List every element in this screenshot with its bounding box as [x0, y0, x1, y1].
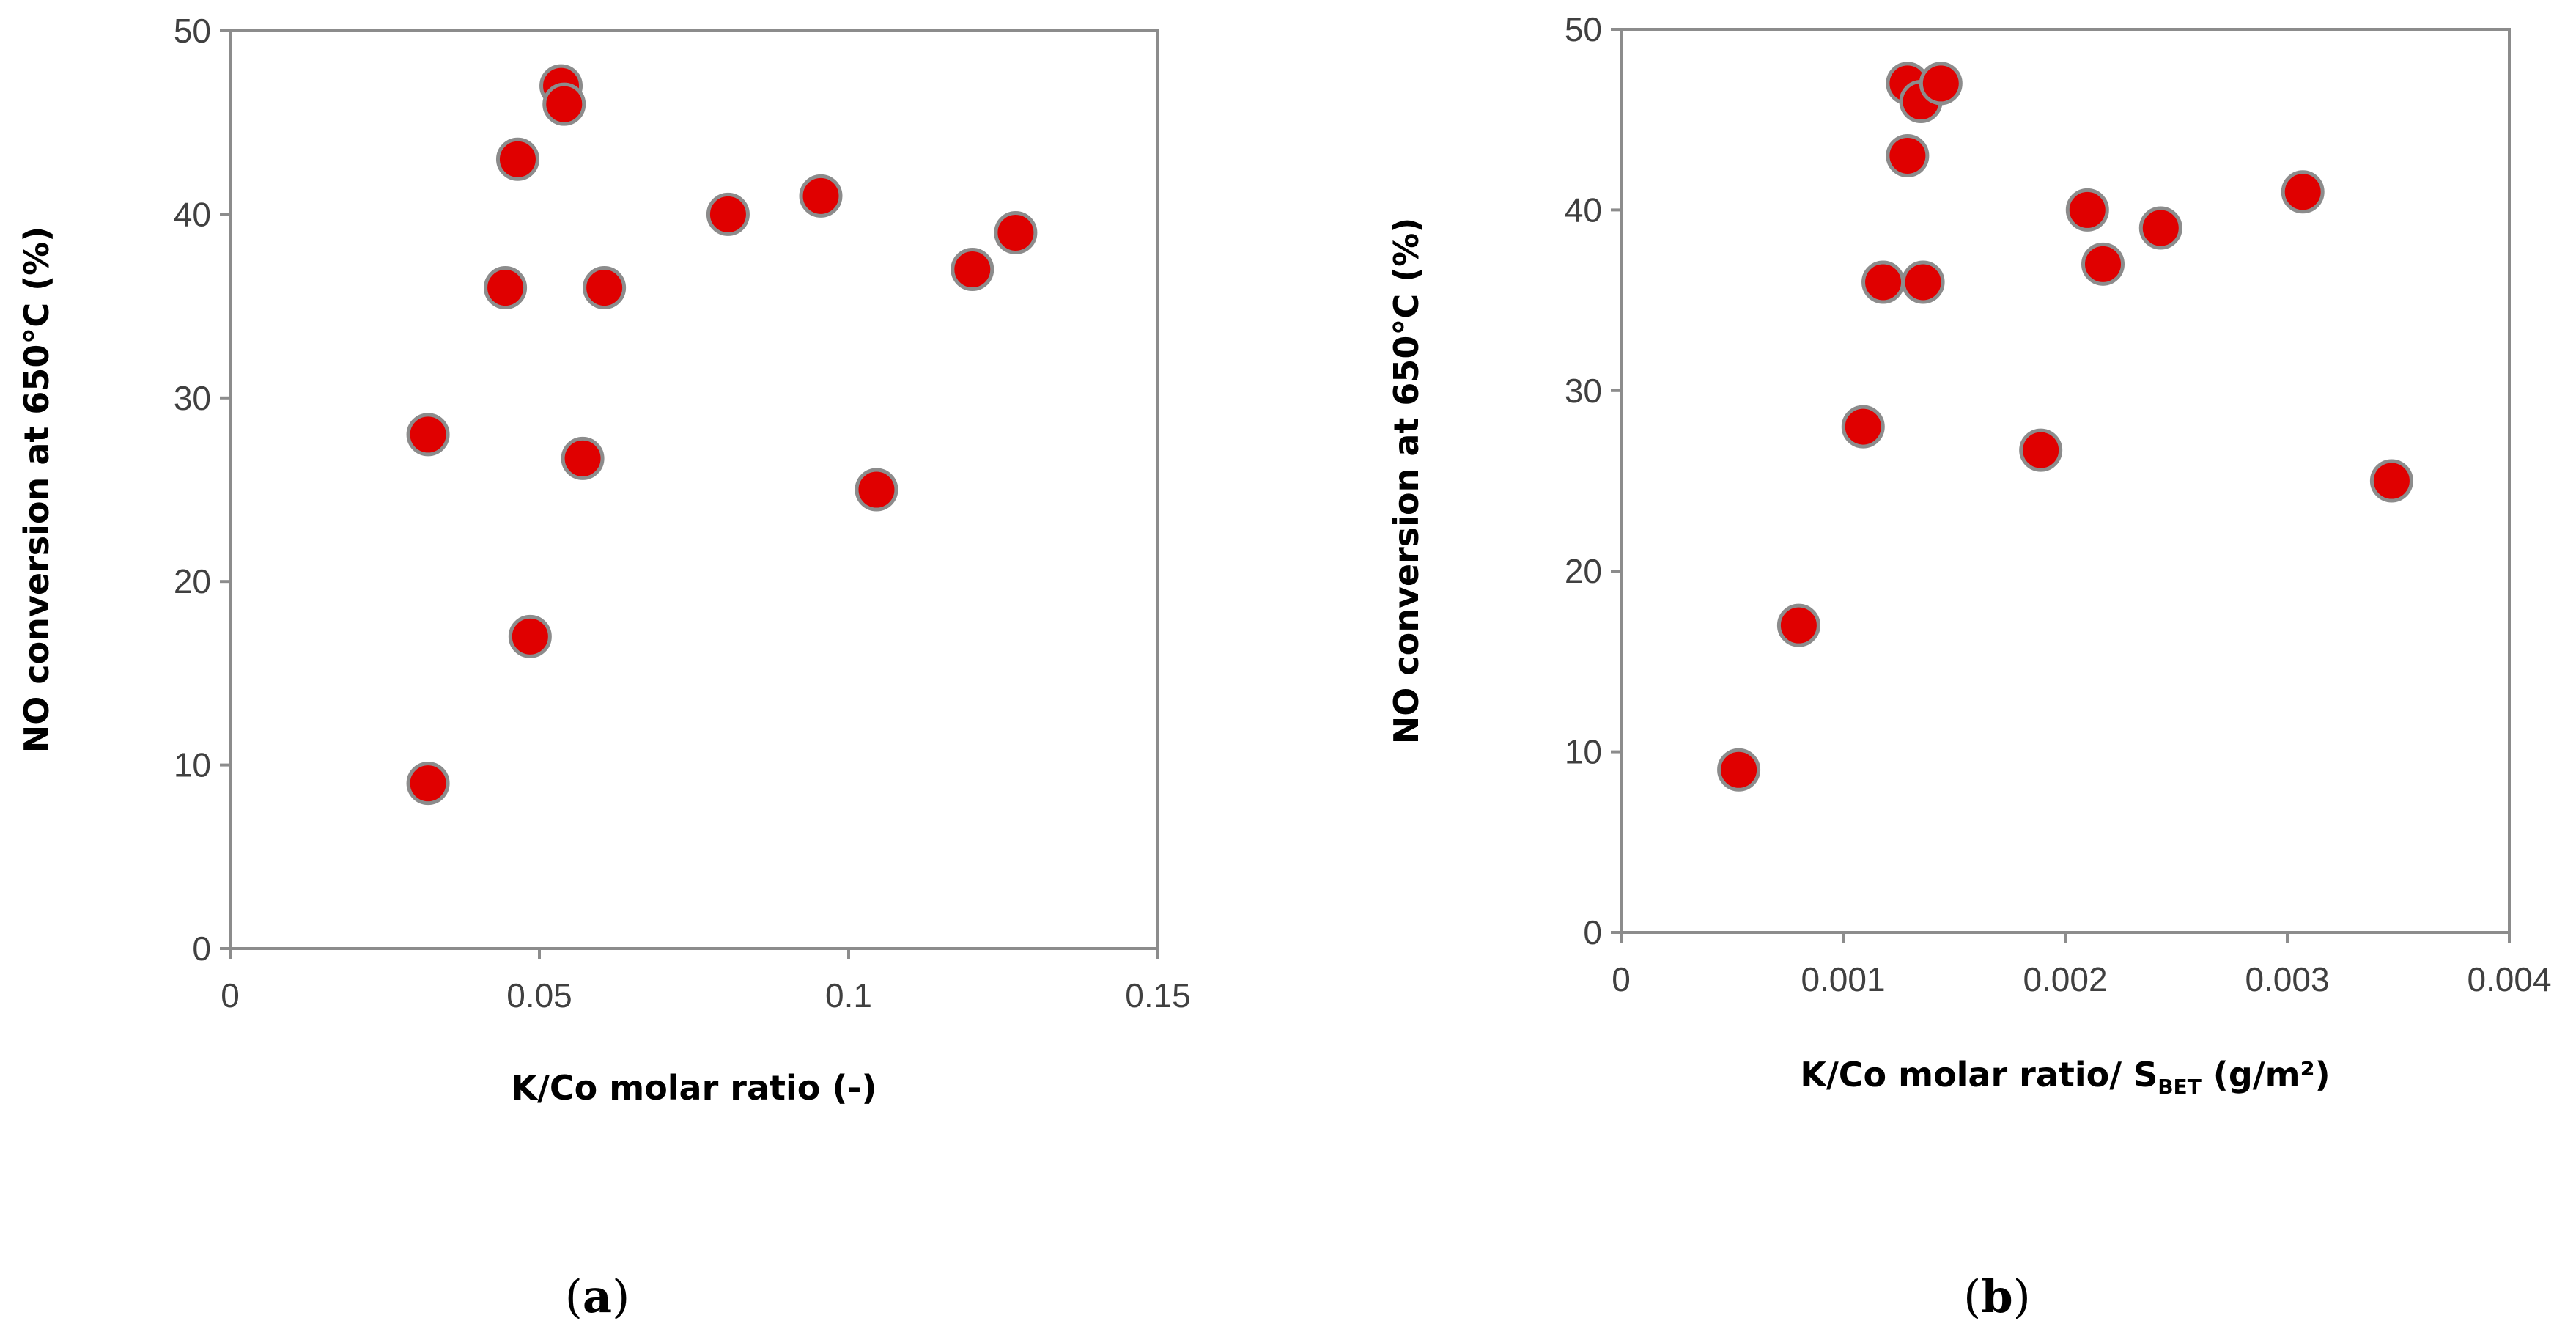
chart-b-y-tick-label: 40: [1565, 191, 1602, 229]
chart-b-data-point: [1841, 405, 1885, 449]
chart-b-data-point: [2369, 459, 2413, 503]
chart-a-data-point: [951, 248, 994, 292]
chart-a-y-tick-label: 0: [192, 929, 211, 968]
chart-b-y-tick-label: 50: [1565, 10, 1602, 48]
chart-b-caption-letter: b: [1981, 1270, 2012, 1323]
chart-a-y-tick-label: 50: [174, 12, 211, 50]
chart-a-data-point: [484, 266, 528, 310]
chart-a-data-point: [561, 436, 605, 480]
chart-b-x-tick-label: 0.004: [2467, 960, 2551, 998]
chart-a-data-point: [706, 192, 750, 236]
chart-b-x-tick-label: 0.003: [2245, 960, 2329, 998]
chart-a-y-tick-label: 20: [174, 562, 211, 600]
chart-b-y-tick-label: 10: [1565, 733, 1602, 771]
chart-a-y-tick-label: 40: [174, 195, 211, 233]
chart-b-y-axis-title: NO conversion at 650°C (%): [1387, 218, 1426, 745]
chart-b-data-point: [1901, 260, 1945, 304]
chart-a-x-axis-title: K/Co molar ratio (-): [511, 1068, 876, 1108]
chart-b-y-tick-label: 20: [1565, 552, 1602, 590]
chart-a-x-tick-label: 0: [221, 976, 240, 1015]
chart-b-x-axis-title-subscript: BET: [2158, 1075, 2202, 1099]
chart-a-caption: (a): [565, 1270, 630, 1323]
chart-a-y-tick-label: 30: [174, 379, 211, 417]
chart-a-data-point: [406, 413, 450, 457]
chart-a-x-tick-label: 0.05: [506, 976, 572, 1015]
chart-b-y-ticks: 0 10 20 30 40 50: [1565, 10, 1621, 951]
chart-b-data-point: [2138, 206, 2182, 250]
chart-b-x-tick-label: 0.002: [2023, 960, 2107, 998]
chart-a-data-point: [799, 174, 843, 218]
chart-b-x-axis-title: K/Co molar ratio/ SBET (g/m²): [1800, 1055, 2330, 1099]
chart-a-data-point: [994, 210, 1038, 254]
chart-a: 0 10 20 30 40 50 0 0.05 0.1 0.15 K/Co molar rati…: [17, 12, 1191, 1323]
chart-b-data-point: [2081, 242, 2125, 286]
chart-b-y-tick-label: 0: [1583, 913, 1602, 951]
chart-a-data-point: [508, 614, 552, 658]
chart-b-x-ticks: 0 0.001 0.002 0.003 0.004: [1612, 932, 2552, 998]
chart-a-data-point: [495, 137, 539, 181]
chart-b-data-point: [1717, 748, 1761, 792]
chart-a-plot-frame: [229, 29, 1159, 950]
chart-b-data-point: [2065, 188, 2109, 232]
chart-b-data-point: [2281, 170, 2325, 214]
chart-a-caption-letter: a: [583, 1270, 612, 1323]
chart-a-points: [406, 64, 1038, 806]
chart-a-x-tick-label: 0.1: [825, 976, 872, 1015]
chart-b-y-tick-label: 30: [1565, 372, 1602, 410]
chart-a-x-tick-label: 0.15: [1125, 976, 1191, 1015]
chart-b-caption: (b): [1963, 1270, 2031, 1323]
chart-a-y-ticks: 0 10 20 30 40 50: [174, 12, 230, 968]
chart-a-data-point: [855, 468, 898, 512]
chart-a-x-ticks: 0 0.05 0.1 0.15: [221, 949, 1191, 1015]
chart-b: 0 10 20 30 40 50 0 0.001 0.002 0.003 0.004 K/Co m…: [1387, 10, 2552, 1323]
chart-b-points: [1717, 62, 2413, 792]
chart-a-data-point: [583, 266, 627, 310]
chart-a-y-tick-label: 10: [174, 746, 211, 784]
chart-b-x-tick-label: 0: [1612, 960, 1631, 998]
chart-b-data-point: [1776, 603, 1820, 647]
chart-a-data-point: [542, 82, 586, 126]
chart-b-data-point: [1919, 62, 1963, 106]
chart-b-data-point: [1886, 133, 1930, 177]
chart-a-data-point: [406, 762, 450, 806]
chart-b-data-point: [1861, 260, 1905, 304]
chart-a-y-axis-title: NO conversion at 650°C (%): [17, 227, 56, 754]
chart-b-data-point: [2019, 428, 2063, 472]
chart-b-x-tick-label: 0.001: [1801, 960, 1885, 998]
